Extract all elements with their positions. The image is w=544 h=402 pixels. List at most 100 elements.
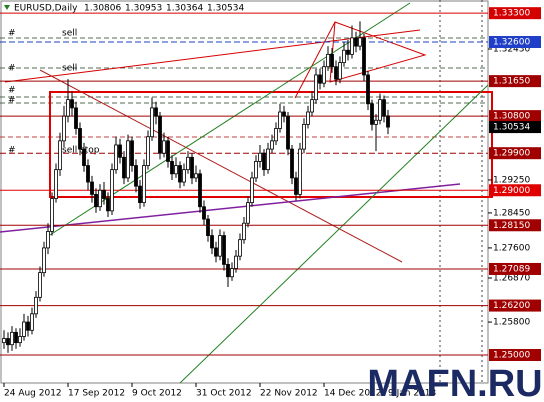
candle-body xyxy=(170,161,174,175)
annotation: # xyxy=(8,29,16,39)
candle-body xyxy=(286,115,290,150)
level-label: 1.29000 xyxy=(493,186,530,196)
annotation: # xyxy=(8,96,16,106)
annotation: # xyxy=(8,86,16,96)
candle-body xyxy=(242,222,246,241)
watermark: MAFN.RU xyxy=(367,363,542,402)
candle-body xyxy=(110,169,114,212)
current-price-label: 1.30534 xyxy=(493,123,530,133)
candle-body xyxy=(10,331,14,346)
header-low: 1.30364 xyxy=(166,4,203,14)
annotation: sell xyxy=(62,29,77,39)
candle-body xyxy=(34,296,38,315)
annotation: # xyxy=(8,64,16,74)
candle-body xyxy=(206,218,210,236)
candle-body xyxy=(78,128,82,150)
level-box xyxy=(489,7,541,20)
level-label: 1.25000 xyxy=(493,350,530,360)
level-box xyxy=(489,219,541,232)
candle-body xyxy=(290,148,294,179)
candle-body xyxy=(70,99,74,109)
candle-body xyxy=(178,165,182,183)
candle-body xyxy=(326,53,330,68)
candle-body xyxy=(174,165,178,175)
candle-body xyxy=(302,123,306,150)
candle-body xyxy=(142,165,146,204)
candle-body xyxy=(42,247,46,274)
x-tick-label: 22 Nov 2012 xyxy=(260,389,318,399)
candle-body xyxy=(262,152,266,171)
candle-body xyxy=(310,99,314,113)
candle-body xyxy=(158,115,162,154)
level-box xyxy=(489,348,541,361)
candle-body xyxy=(146,136,150,166)
candle-body xyxy=(314,74,318,101)
candle-body xyxy=(218,235,222,257)
level-box xyxy=(489,299,541,312)
trend-line xyxy=(294,21,336,99)
candle-body xyxy=(254,161,258,179)
header-high: 1.30953 xyxy=(125,4,162,14)
candle-body xyxy=(258,152,262,162)
x-tick-label: 14 Dec 2012 xyxy=(324,389,382,399)
level-box xyxy=(489,262,541,275)
candle-body xyxy=(338,62,342,80)
candle-body xyxy=(210,235,214,249)
candle-body xyxy=(58,140,62,171)
candle-body xyxy=(238,239,242,257)
candle-body xyxy=(362,37,366,76)
header-close: 1.30534 xyxy=(207,4,244,14)
candle-body xyxy=(82,148,86,166)
candle-body xyxy=(346,49,350,55)
candle-body xyxy=(350,37,354,55)
level-label: 1.29900 xyxy=(493,149,530,159)
candle-body xyxy=(14,331,18,344)
candle-body xyxy=(90,181,94,195)
trend-line xyxy=(39,69,403,263)
candle-body xyxy=(6,338,10,346)
candle-body xyxy=(62,115,66,142)
candle-body xyxy=(150,107,154,138)
level-box xyxy=(489,75,541,88)
header-open: 1.30806 xyxy=(84,4,121,14)
level-box xyxy=(489,110,541,123)
candle-body xyxy=(46,231,50,249)
y-tick-label: 1.27600 xyxy=(493,243,530,253)
candle-body xyxy=(246,202,250,224)
candle-body xyxy=(190,156,194,179)
y-tick-label: 1.25800 xyxy=(493,318,530,328)
level-box xyxy=(489,147,541,160)
candle-body xyxy=(54,169,58,199)
annotation: sell xyxy=(62,64,77,74)
level-label: 1.30800 xyxy=(493,112,530,122)
x-tick-label: 17 Sep 2012 xyxy=(68,389,125,399)
candle-body xyxy=(22,321,26,337)
level-label: 1.33300 xyxy=(493,9,530,19)
candle-body xyxy=(334,66,338,80)
candle-body xyxy=(118,144,122,158)
candle-body xyxy=(250,177,254,204)
candle-body xyxy=(278,111,282,129)
x-tick-label: 24 Aug 2012 xyxy=(4,389,62,399)
candle-body xyxy=(282,111,286,117)
candle-body xyxy=(86,165,90,183)
candle-body xyxy=(354,37,358,47)
candle-body xyxy=(154,107,158,117)
candle-body xyxy=(114,144,118,171)
header-icon xyxy=(4,5,10,10)
y-tick-label: 1.26870 xyxy=(493,273,530,283)
candle-body xyxy=(130,140,134,166)
symbol: EURUSD,Daily xyxy=(14,4,78,14)
x-tick-label: 9 Jan 2013 xyxy=(388,389,436,399)
candle-body xyxy=(214,247,218,257)
candle-body xyxy=(94,193,98,208)
candle-body xyxy=(378,99,382,121)
annotation: sell stop xyxy=(62,146,100,156)
y-tick-label: 1.32430 xyxy=(493,45,530,55)
y-tick-label: 1.28450 xyxy=(493,208,530,218)
candle-body xyxy=(366,74,370,105)
candle-body xyxy=(386,115,390,128)
x-tick-label: 31 Oct 2012 xyxy=(196,389,252,399)
candle-body xyxy=(202,206,206,220)
